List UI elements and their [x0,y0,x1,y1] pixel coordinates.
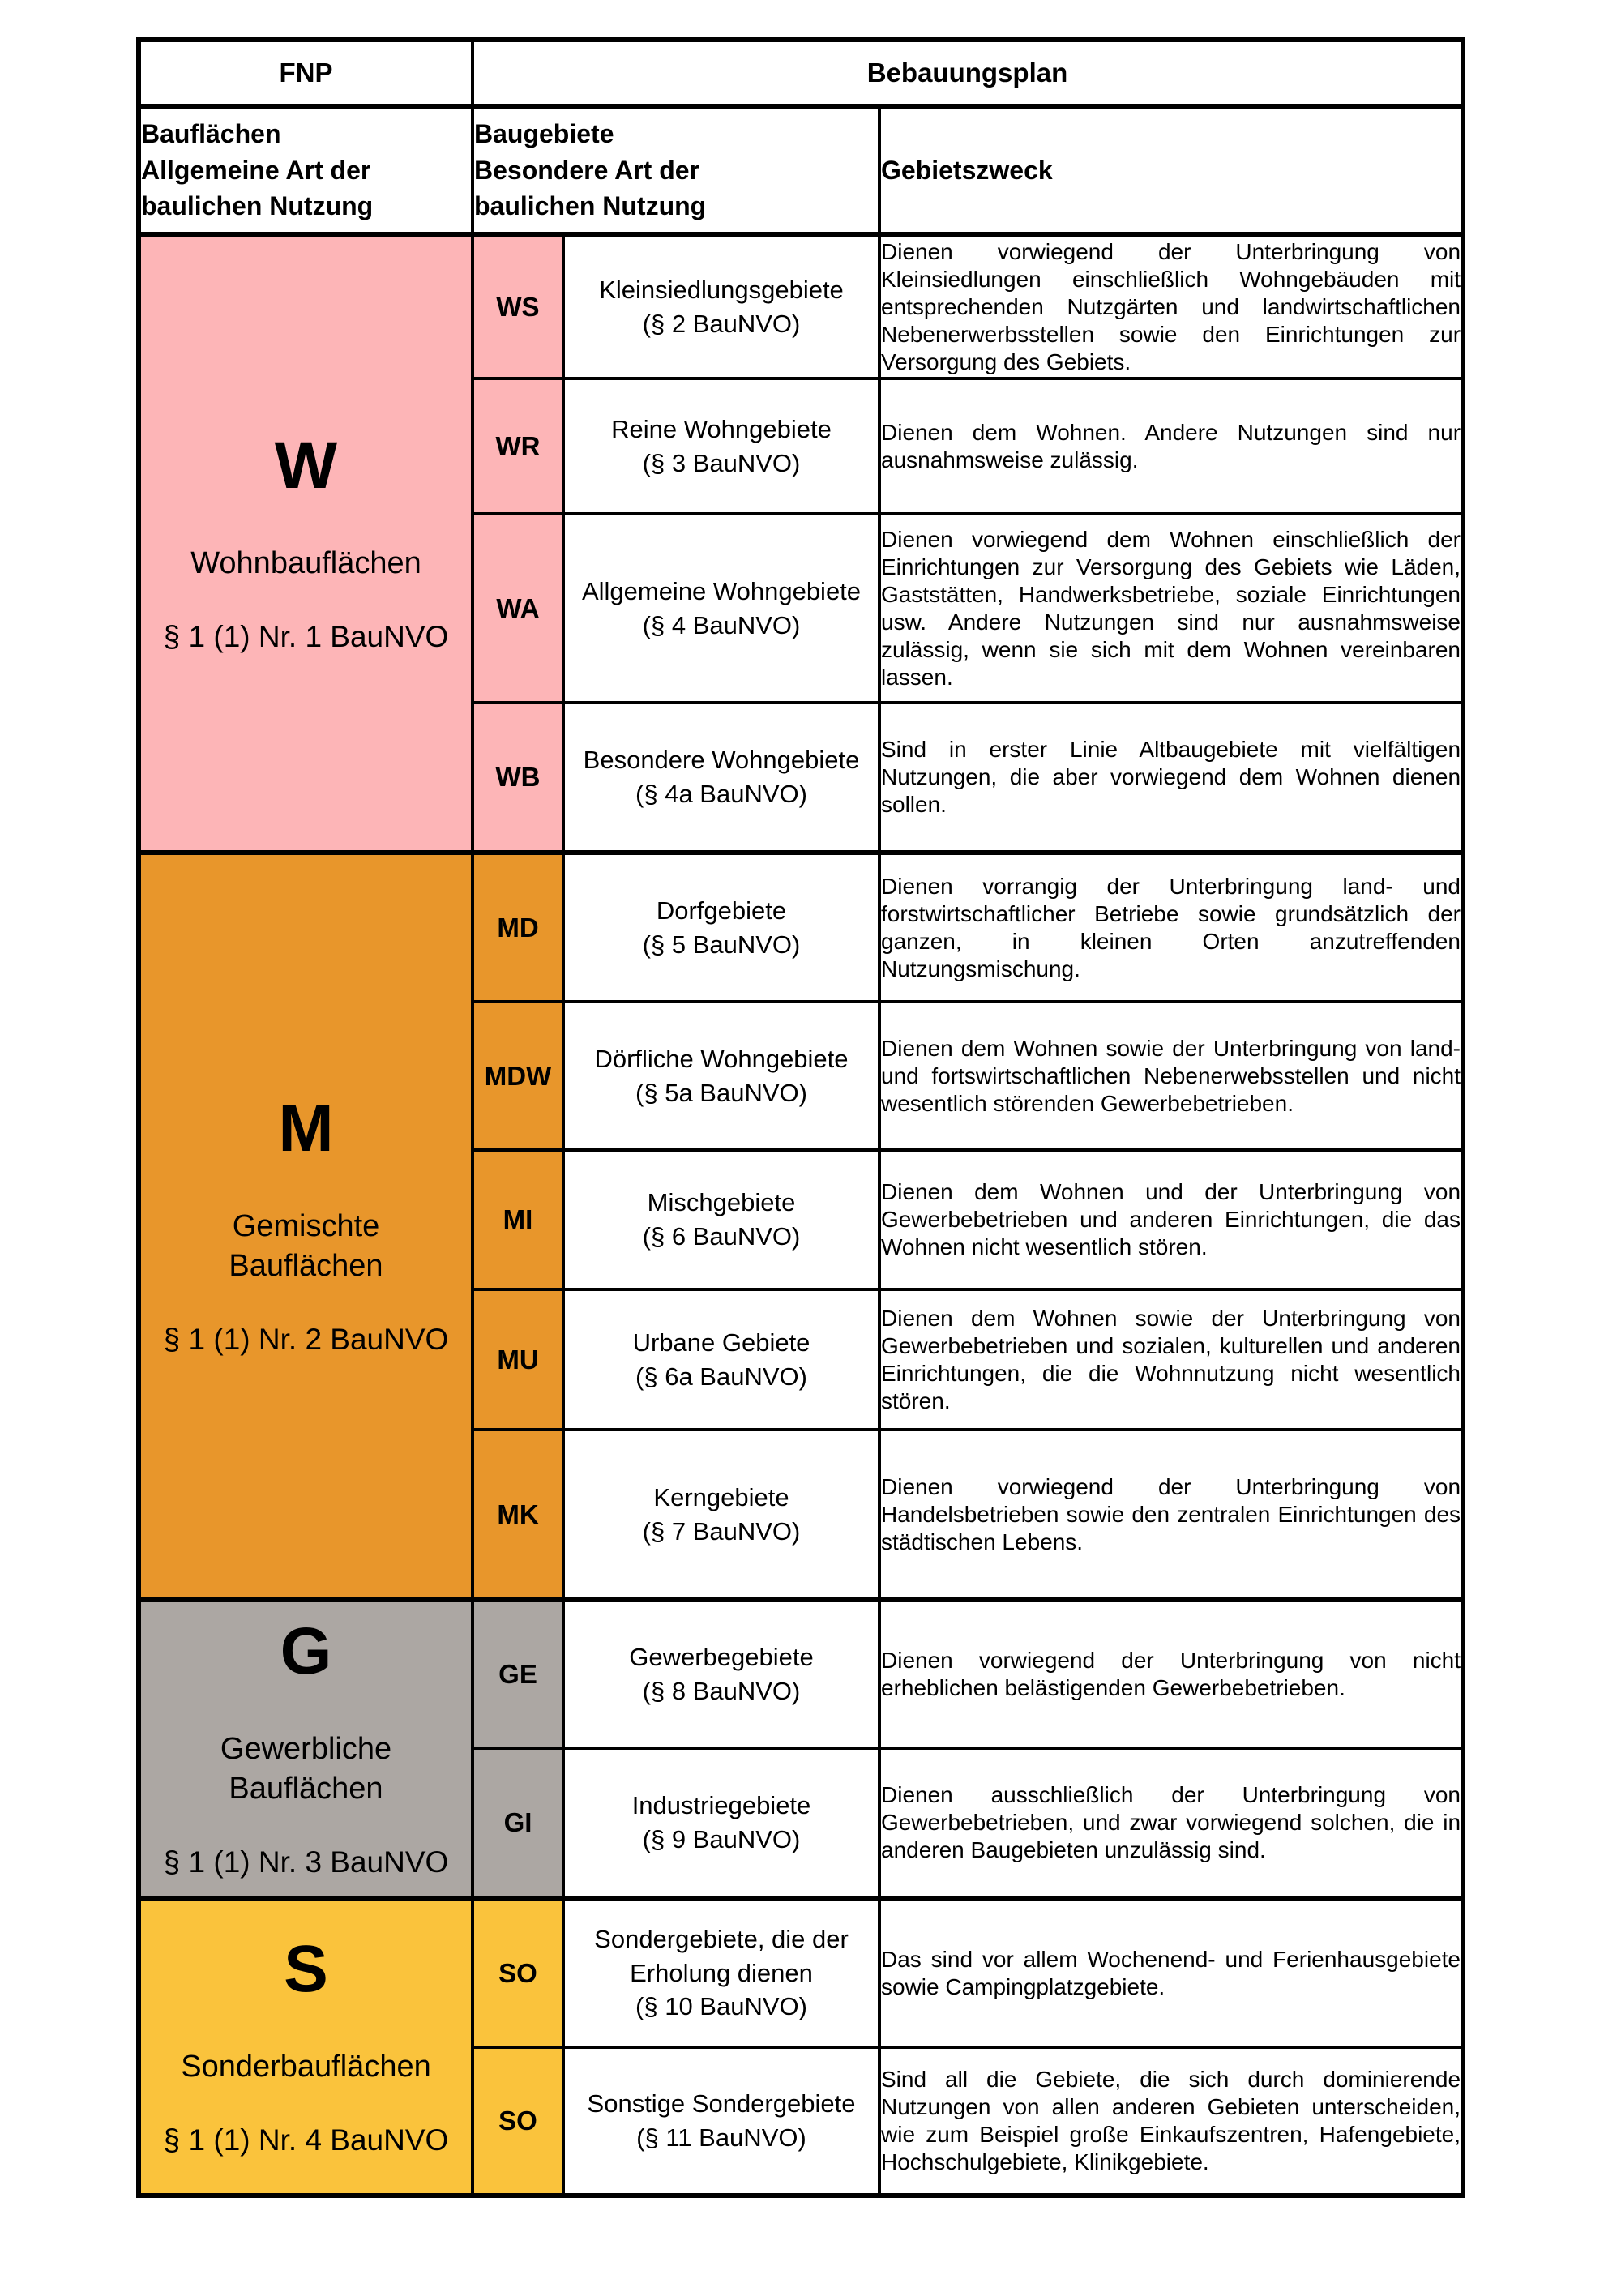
desc-cell-mi: Dienen dem Wohnen und der Unterbringung … [877,1148,1465,1291]
header-col-bauflaechen: Bauflächen Allgemeine Art der baulichen … [137,104,474,236]
desc-cell-mdw: Dienen dem Wohnen sowie der Unterbringun… [877,1000,1465,1152]
group-ref-gemischte-bauflaechen: § 1 (1) Nr. 2 BauNVO [163,1323,449,1357]
desc-cell-so-erholung: Das sind vor allem Wochenend- und Ferien… [877,1896,1465,2049]
code-cell-mk: MK [471,1428,565,1601]
desc-cell-wr: Dienen dem Wohnen. Andere Nutzungen sind… [877,377,1465,515]
code-cell-mi: MI [471,1148,565,1291]
header-col-gebietszweck: Gebietszweck [877,104,1465,236]
group-letter-s: S [284,1931,328,2006]
name-cell-mu: Urbane Gebiete (§ 6a BauNVO) [562,1288,881,1431]
name-cell-so-sonstige: Sonstige Sondergebiete (§ 11 BauNVO) [562,2046,881,2197]
name-cell-wa: Allgemeine Wohngebiete (§ 4 BauNVO) [562,512,881,704]
group-ref-sonderbauflaechen: § 1 (1) Nr. 4 BauNVO [163,2123,449,2157]
code-cell-wr: WR [471,377,565,515]
group-label-sonderbauflaechen: Sonderbauflächen [181,2049,431,2084]
code-cell-so-erholung: SO [471,1896,565,2049]
code-cell-wa: WA [471,512,565,704]
code-cell-mu: MU [471,1288,565,1431]
code-cell-wb: WB [471,701,565,854]
header-fnp: FNP [137,38,474,108]
land-use-table: FNP Bebauungsplan Bauflächen Allgemeine … [136,37,1466,2198]
group-label-gewerbliche-bauflaechen: Gewerbliche Bauflächen [220,1731,392,1806]
name-cell-ws: Kleinsiedlungsgebiete (§ 2 BauNVO) [562,232,881,380]
group-label-wohnbauflaechen: Wohnbauflächen [190,545,421,580]
header-col-baugebiete: Baugebiete Besondere Art der baulichen N… [471,104,881,236]
code-cell-mdw: MDW [471,1000,565,1152]
desc-cell-wa: Dienen vorwiegend dem Wohnen einschließl… [877,512,1465,704]
group-cell-gemischte-bauflaechen: M Gemischte Bauflächen § 1 (1) Nr. 2 Bau… [137,850,474,1601]
desc-cell-gi: Dienen ausschließlich der Unterbringung … [877,1747,1465,1900]
group-ref-gewerbliche-bauflaechen: § 1 (1) Nr. 3 BauNVO [163,1845,449,1879]
desc-cell-mu: Dienen dem Wohnen sowie der Unterbringun… [877,1288,1465,1431]
group-cell-wohnbauflaechen: W Wohnbauflächen § 1 (1) Nr. 1 BauNVO [137,232,474,854]
desc-cell-mk: Dienen vorwiegend der Unterbringung von … [877,1428,1465,1601]
name-cell-mk: Kerngebiete (§ 7 BauNVO) [562,1428,881,1601]
header-bebauungsplan: Bebauungsplan [470,38,1465,108]
name-cell-mdw: Dörfliche Wohngebiete (§ 5a BauNVO) [562,1000,881,1152]
group-letter-w: W [274,428,338,502]
group-cell-gewerbliche-bauflaechen: G Gewerbliche Bauflächen § 1 (1) Nr. 3 B… [137,1597,474,1900]
group-letter-m: M [278,1091,334,1165]
group-letter-g: G [280,1614,332,1688]
name-cell-wb: Besondere Wohngebiete (§ 4a BauNVO) [562,701,881,854]
group-label-gemischte-bauflaechen: Gemischte Bauflächen [229,1208,383,1283]
name-cell-wr: Reine Wohngebiete (§ 3 BauNVO) [562,377,881,515]
name-cell-so-erholung: Sondergebiete, die der Erholung dienen (… [562,1896,881,2049]
desc-cell-wb: Sind in erster Linie Altbaugebiete mit v… [877,701,1465,854]
code-cell-ws: WS [471,232,565,380]
desc-cell-ws: Dienen vorwiegend der Unterbringung von … [877,232,1465,380]
desc-cell-so-sonstige: Sind all die Gebiete, die sich durch dom… [877,2046,1465,2197]
code-cell-md: MD [471,850,565,1003]
name-cell-md: Dorfgebiete (§ 5 BauNVO) [562,850,881,1003]
desc-cell-md: Dienen vorrangig der Unterbringung land-… [877,850,1465,1003]
desc-cell-ge: Dienen vorwiegend der Unterbringung von … [877,1597,1465,1750]
group-cell-sonderbauflaechen: S Sonderbauflächen § 1 (1) Nr. 4 BauNVO [137,1896,474,2197]
name-cell-ge: Gewerbegebiete (§ 8 BauNVO) [562,1597,881,1750]
name-cell-mi: Mischgebiete (§ 6 BauNVO) [562,1148,881,1291]
group-ref-wohnbauflaechen: § 1 (1) Nr. 1 BauNVO [163,620,449,654]
code-cell-ge: GE [471,1597,565,1750]
name-cell-gi: Industriegebiete (§ 9 BauNVO) [562,1747,881,1900]
code-cell-so-sonstige: SO [471,2046,565,2197]
code-cell-gi: GI [471,1747,565,1900]
